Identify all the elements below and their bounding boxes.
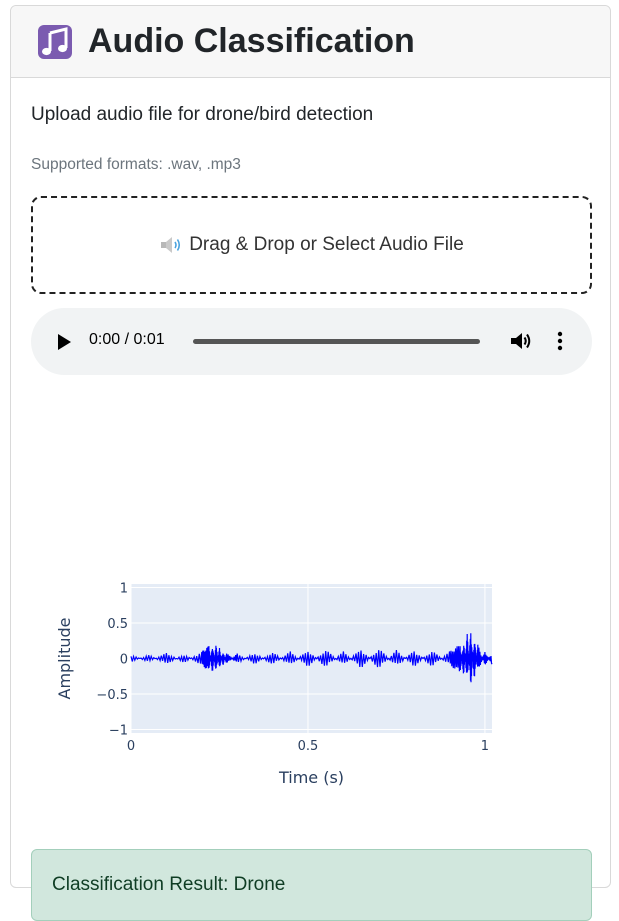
more-options-icon[interactable] xyxy=(554,330,566,352)
x-tick-label: 0.5 xyxy=(298,739,319,754)
audio-dropzone[interactable]: Drag & Drop or Select Audio File xyxy=(31,196,592,294)
y-tick-label: −0.5 xyxy=(96,688,128,703)
audio-seek-bar[interactable] xyxy=(193,339,480,344)
x-tick-label: 0 xyxy=(127,739,135,754)
dropzone-label: Drag & Drop or Select Audio File xyxy=(189,234,464,255)
y-tick-label: 0.5 xyxy=(107,617,128,632)
y-tick-label: 1 xyxy=(120,582,128,597)
page-title: Audio Classification xyxy=(88,22,415,60)
y-tick-label: 0 xyxy=(120,653,128,668)
classification-result: Classification Result: Drone xyxy=(31,849,592,921)
y-tick-label: −1 xyxy=(109,723,128,738)
supported-formats-note: Supported formats: .wav, .mp3 xyxy=(31,156,241,173)
card-header: Audio Classification xyxy=(11,6,610,78)
waveform-series-line xyxy=(130,633,493,683)
musical-notes-icon xyxy=(38,24,72,59)
y-axis-title: Amplitude xyxy=(55,618,74,700)
upload-description: Upload audio file for drone/bird detecti… xyxy=(31,104,374,125)
audio-classification-card: Audio Classification Upload audio file f… xyxy=(10,5,611,921)
volume-icon[interactable] xyxy=(510,331,532,351)
play-icon[interactable] xyxy=(57,334,71,350)
speaker-icon xyxy=(161,237,181,253)
audio-player: 0:00 / 0:01 xyxy=(31,308,592,375)
waveform-chart: 0 0.5 1 1 0.5 0 −0.5 −1 Time (s) Amplitude xyxy=(55,582,493,787)
x-axis-title: Time (s) xyxy=(278,768,344,787)
x-tick-label: 1 xyxy=(481,739,489,754)
audio-time: 0:00 / 0:01 xyxy=(89,331,165,348)
